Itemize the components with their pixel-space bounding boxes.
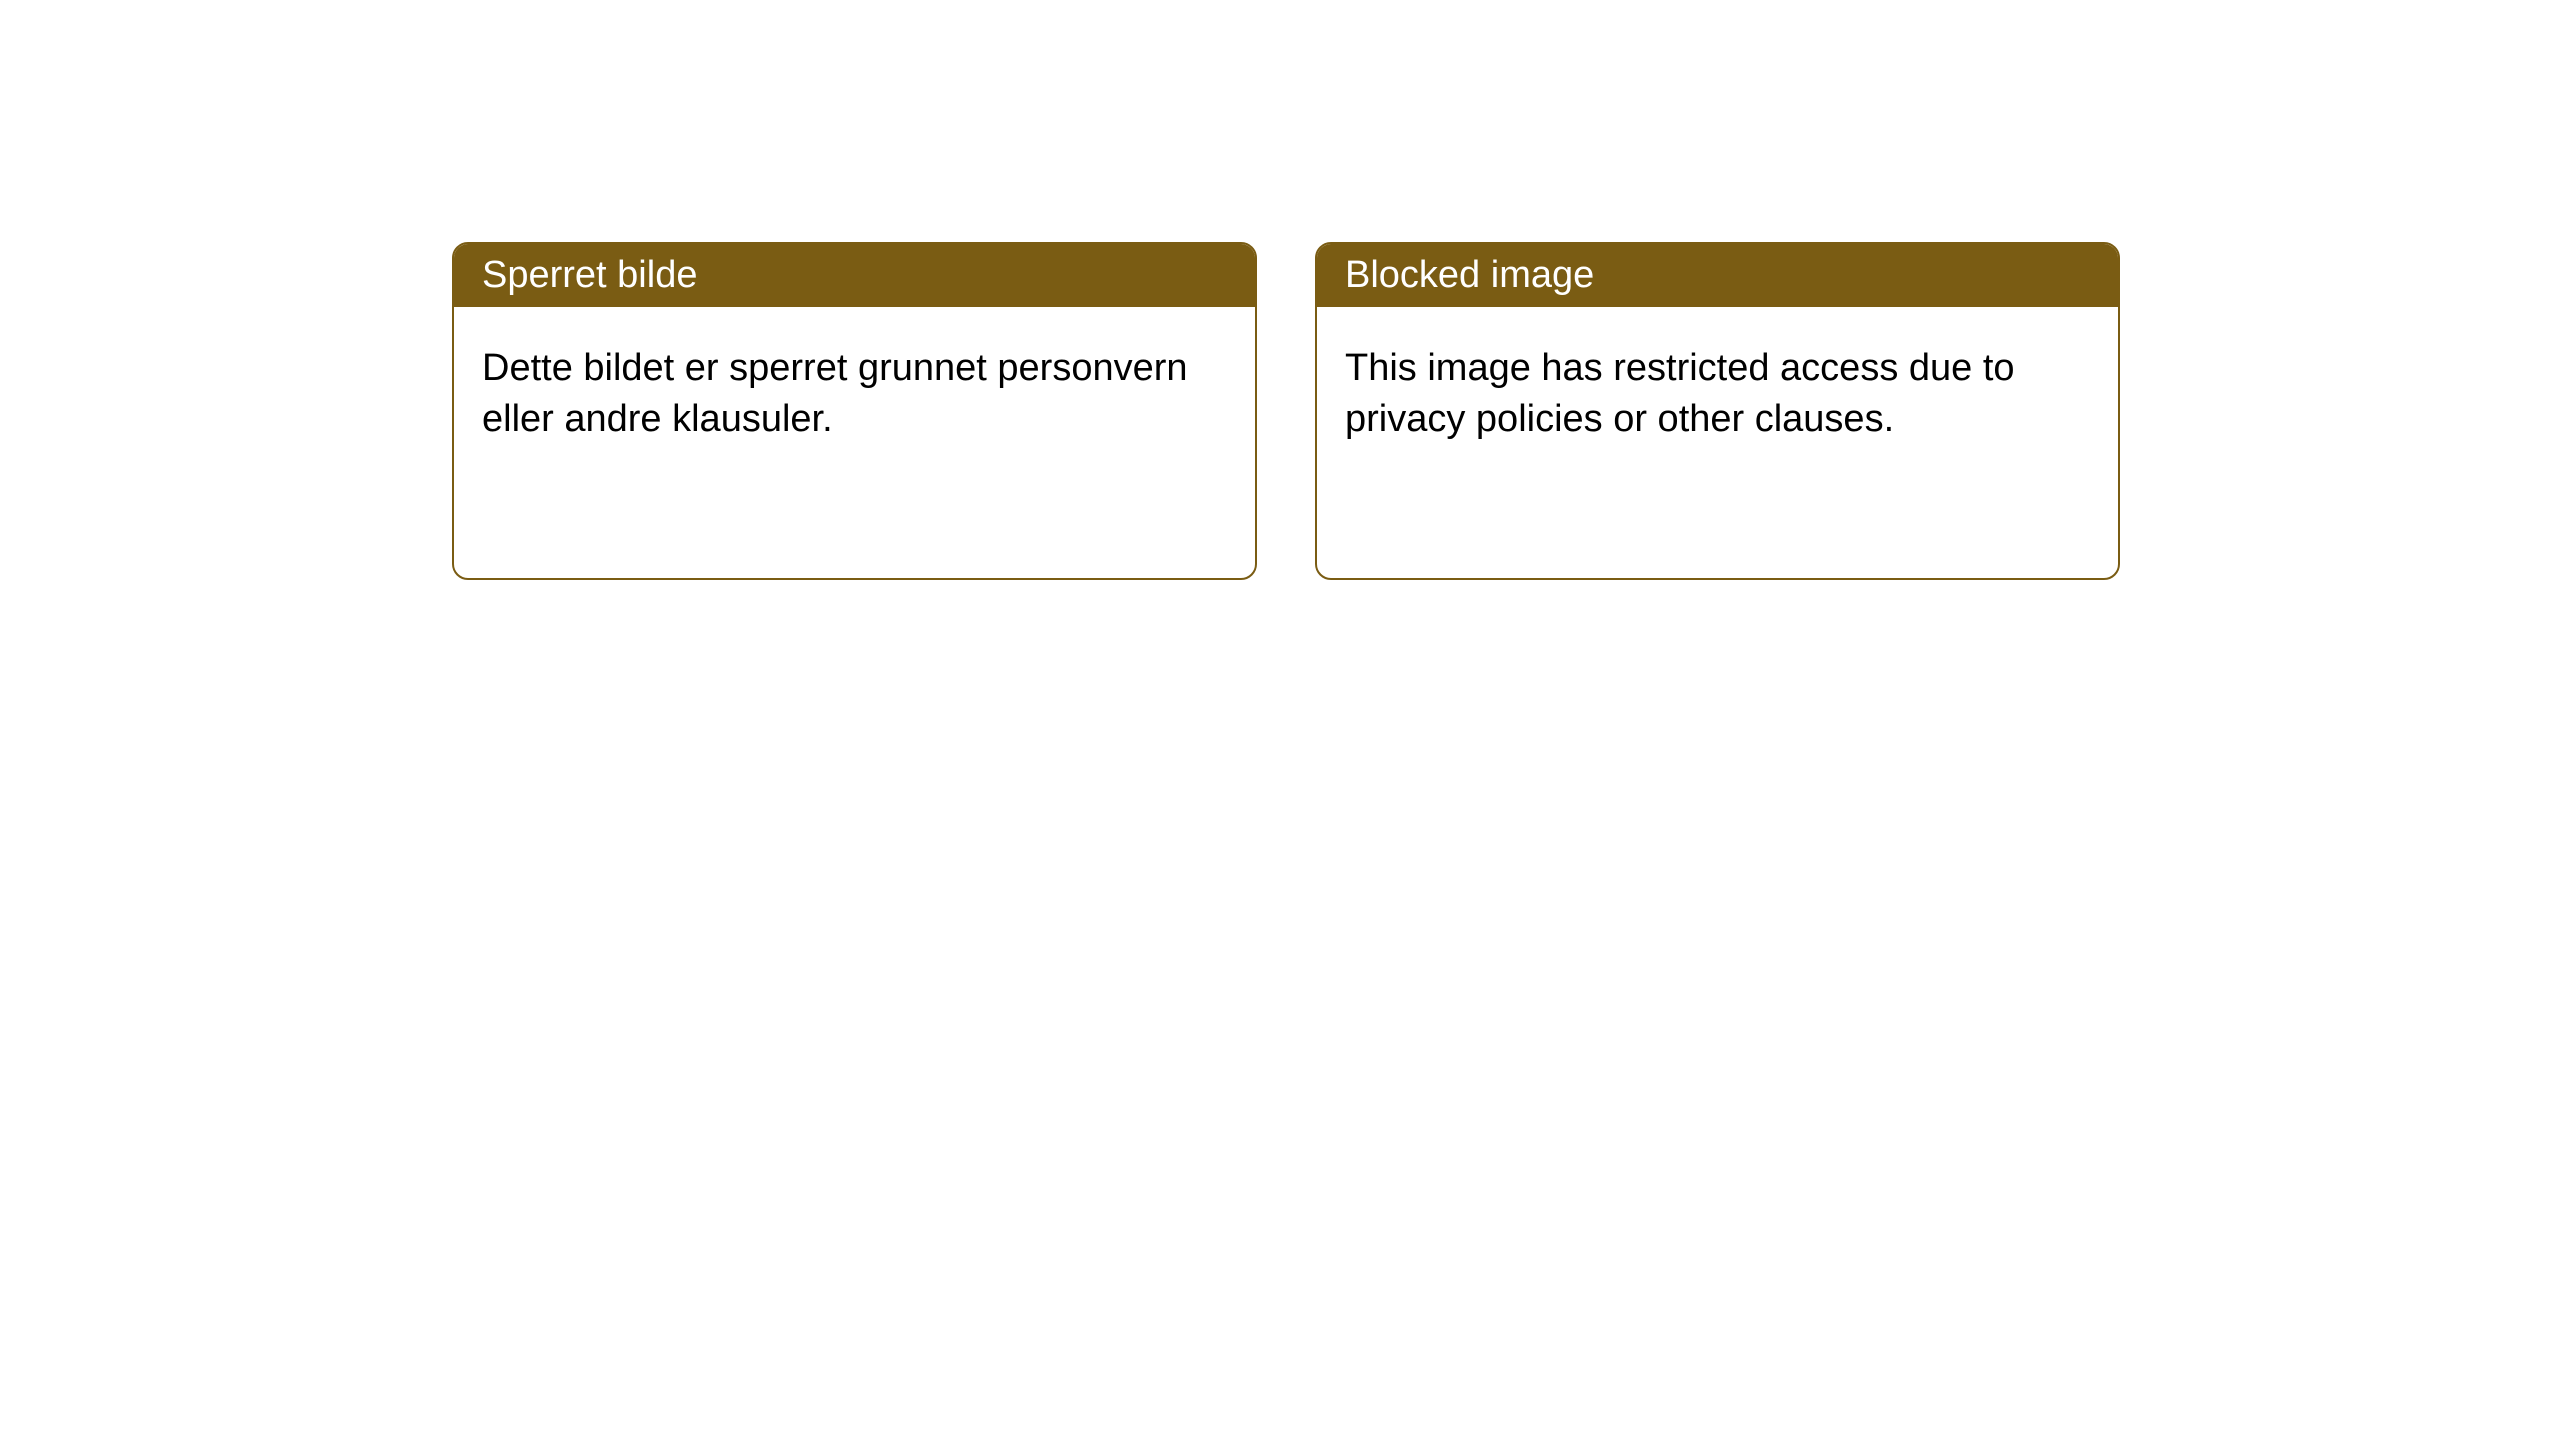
card-body-text: This image has restricted access due to … <box>1317 307 2118 482</box>
card-container: Sperret bilde Dette bildet er sperret gr… <box>0 0 2560 580</box>
card-body-text: Dette bildet er sperret grunnet personve… <box>454 307 1255 482</box>
blocked-image-card-en: Blocked image This image has restricted … <box>1315 242 2120 580</box>
card-title: Sperret bilde <box>454 244 1255 307</box>
card-title: Blocked image <box>1317 244 2118 307</box>
blocked-image-card-no: Sperret bilde Dette bildet er sperret gr… <box>452 242 1257 580</box>
